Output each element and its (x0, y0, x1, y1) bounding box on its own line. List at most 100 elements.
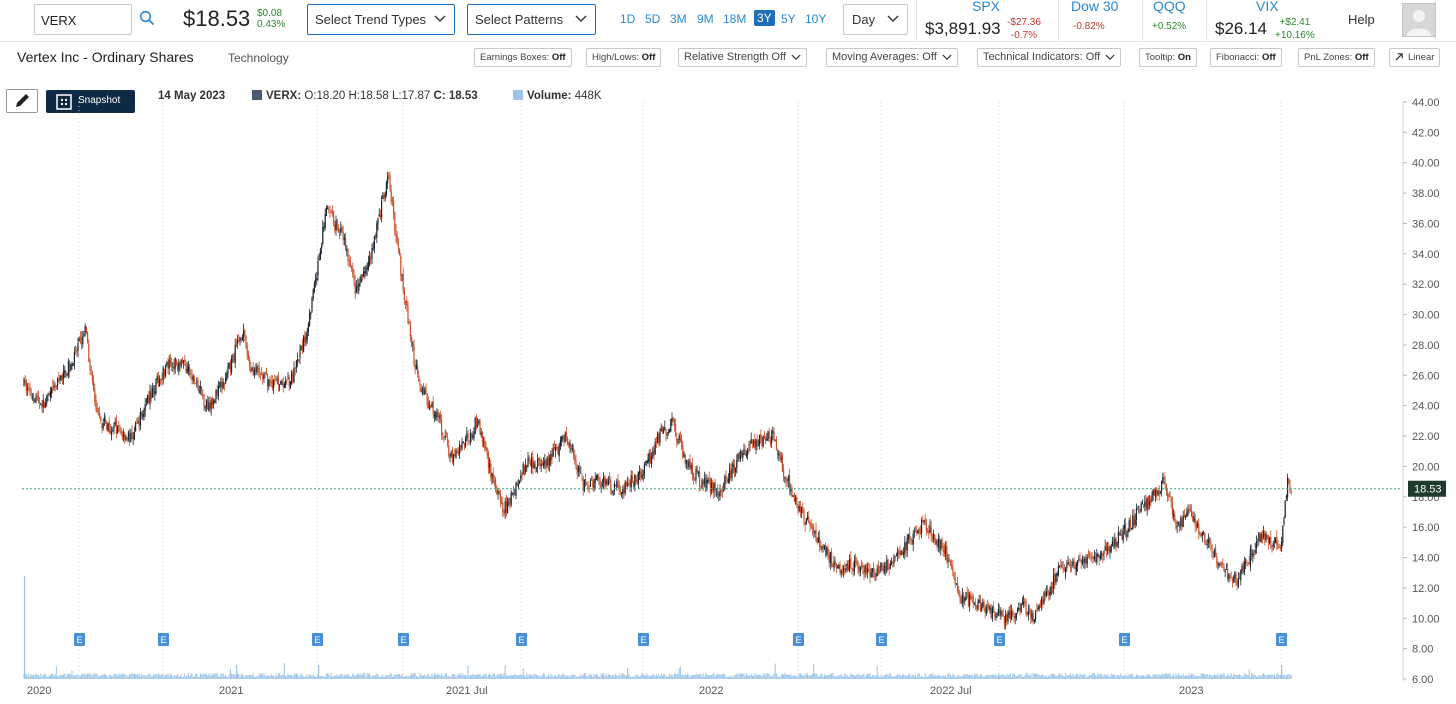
index-vix[interactable]: VIX $26.14 +$2.41 +10.16% (1206, 0, 1332, 42)
candle-body (941, 538, 943, 545)
candle-body (127, 432, 129, 440)
candle-body (995, 615, 997, 618)
price-chart[interactable]: 44.0042.0040.0038.0036.0034.0032.0030.00… (0, 78, 1456, 704)
volume-bar (538, 675, 540, 679)
volume-bar (953, 675, 955, 679)
candle-body (276, 379, 278, 381)
volume-bar (911, 674, 913, 679)
candle-body (672, 417, 674, 422)
range-1d[interactable]: 1D (620, 12, 636, 26)
candle-body (942, 545, 944, 552)
volume-bar (755, 674, 757, 679)
candle-body (660, 428, 662, 432)
range-5y[interactable]: 5Y (781, 12, 796, 26)
candle-body (582, 477, 584, 490)
candle-body (892, 562, 894, 564)
volume-bar (1113, 674, 1115, 679)
index-dow30[interactable]: Dow 30 -0.82% (1058, 0, 1142, 42)
toggle-pnl-zones[interactable]: PnL Zones: Off (1298, 48, 1375, 67)
toggle-label: Linear (1408, 52, 1435, 63)
volume-bar (1104, 674, 1106, 679)
draw-tool-button[interactable] (6, 89, 38, 113)
candle-body (1133, 514, 1135, 525)
range-18m[interactable]: 18M (723, 12, 747, 26)
toggle-technical-indicators[interactable]: Technical Indicators: Off (977, 48, 1122, 67)
candle-body (879, 570, 881, 573)
volume-bar (222, 673, 224, 679)
range-9m[interactable]: 9M (697, 12, 714, 26)
candle-body (1147, 496, 1149, 506)
patterns-dropdown[interactable]: Select Patterns (467, 4, 596, 35)
interval-select[interactable]: Day (843, 4, 908, 35)
toggle-high-lows[interactable]: High/Lows: Off (586, 48, 662, 67)
toggle-relative-strength[interactable]: Relative Strength Off (678, 48, 807, 67)
toggle-fibonacci[interactable]: Fibonacci: Off (1210, 48, 1282, 67)
index-qqq[interactable]: QQQ +0.52% (1142, 0, 1206, 42)
volume-bar (912, 674, 914, 679)
volume-bar (430, 675, 432, 679)
volume-bar (1053, 673, 1055, 679)
trend-types-dropdown[interactable]: Select Trend Types (307, 4, 455, 35)
candle-body (581, 475, 583, 477)
index-spx[interactable]: SPX $3,891.93 -$27.36 -0.7% (916, 0, 1058, 42)
candle-body (547, 456, 549, 465)
volume-bar (1222, 673, 1224, 679)
candle-body (1038, 606, 1040, 609)
candle-body (816, 538, 818, 543)
volume-bar (1061, 674, 1063, 679)
range-10y[interactable]: 10Y (805, 12, 827, 26)
candle-body (360, 274, 362, 283)
toggle-moving-averages[interactable]: Moving Averages: Off (826, 48, 958, 67)
volume-bar (1023, 676, 1025, 679)
toggle-earnings-boxes[interactable]: Earnings Boxes: Off (474, 48, 572, 67)
volume-bar (94, 673, 96, 679)
volume-bar (1213, 673, 1215, 679)
help-link[interactable]: Help (1348, 12, 1375, 27)
candle-body (1056, 573, 1058, 576)
toggle-state: On (1177, 52, 1191, 63)
volume-bar (589, 674, 591, 679)
candle-body (685, 459, 687, 464)
candle-body (810, 523, 812, 528)
candle-body (1026, 612, 1028, 615)
candle-body (690, 465, 692, 469)
index-dow30-change-pct: -0.82% (1073, 21, 1105, 32)
volume-bar (353, 674, 355, 679)
snapshot-button[interactable]: Snapshot (46, 90, 135, 113)
candle-body (27, 389, 29, 391)
range-3y[interactable]: 3Y (754, 10, 775, 26)
candle-body (1090, 556, 1092, 558)
candle-body (166, 362, 168, 366)
toggle-linear-scale[interactable]: Linear (1389, 48, 1441, 67)
search-icon[interactable] (139, 10, 155, 26)
volume-bar (475, 674, 477, 679)
candle-body (261, 373, 263, 375)
volume-bar (1003, 674, 1005, 679)
volume-bar (549, 676, 551, 679)
range-3m[interactable]: 3M (670, 12, 687, 26)
candle-body (579, 465, 581, 473)
toggle-tooltip[interactable]: Tooltip: On (1139, 48, 1197, 67)
chevron-down-icon (942, 54, 952, 60)
candle-body (1086, 556, 1088, 564)
avatar[interactable] (1402, 3, 1436, 37)
candle-body (1055, 573, 1057, 582)
volume-bar (252, 673, 254, 679)
candle-body (40, 404, 42, 405)
volume-bar (201, 675, 203, 679)
ticker-search-input[interactable]: VERX (34, 4, 132, 35)
volume-bar (996, 676, 998, 679)
candle-body (349, 259, 351, 266)
volume-bar (1234, 674, 1236, 679)
candle-body (162, 367, 164, 380)
volume-bar (240, 674, 242, 679)
candle-body (333, 210, 335, 224)
candle-body (630, 475, 632, 488)
candle-body (952, 565, 954, 572)
range-5d[interactable]: 5D (645, 12, 661, 26)
candle-body (856, 561, 858, 564)
candle-body (1264, 533, 1266, 540)
candle-body (1032, 613, 1034, 621)
candle-body (409, 325, 411, 337)
volume-bar (1001, 674, 1003, 679)
